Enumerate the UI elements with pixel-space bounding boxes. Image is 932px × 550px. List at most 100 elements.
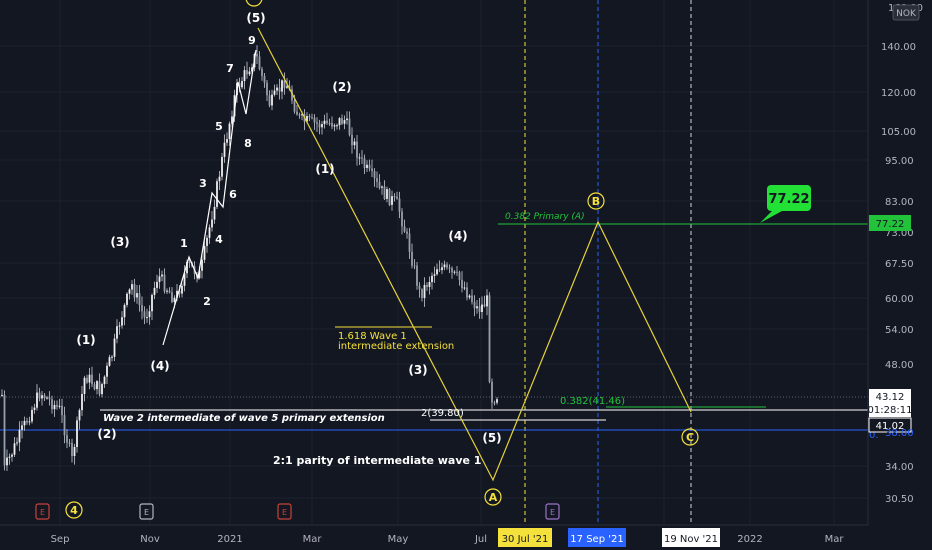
candle-body xyxy=(346,118,348,121)
candle-body xyxy=(378,181,381,188)
wave-label-4-right: (4) xyxy=(448,229,467,243)
candle-body xyxy=(296,111,298,115)
candle-body xyxy=(223,142,226,157)
candle-body xyxy=(128,289,131,294)
date-tag-sep-label: 17 Sep '21 xyxy=(570,534,623,545)
candle-body xyxy=(476,306,478,309)
price-tick-34: 34.00 xyxy=(885,462,914,473)
candle-body xyxy=(333,125,336,127)
candle-body xyxy=(198,270,201,279)
candle-body xyxy=(6,457,8,466)
wave1-extension-line1: 1.618 Wave 1 xyxy=(338,331,407,342)
candle-body xyxy=(363,158,366,169)
candle-body xyxy=(326,120,328,124)
candle-body xyxy=(78,410,81,421)
candle-body xyxy=(336,125,338,127)
candle-body xyxy=(131,284,133,290)
candle-body xyxy=(278,87,281,92)
candle-body xyxy=(188,261,191,263)
marker-price-tag xyxy=(868,417,912,433)
candle-body xyxy=(486,295,488,307)
candle-body xyxy=(428,282,431,287)
price-axis[interactable]: 160.00 NOK 140.00 120.00 105.00 95.00 83… xyxy=(867,0,923,525)
candle-body xyxy=(81,394,83,411)
primary-a-note: 0.382 Primary (A) xyxy=(505,212,585,222)
blue-line-price-label: 38.00 xyxy=(885,428,914,439)
candle-body xyxy=(356,141,358,158)
candle-body xyxy=(88,374,91,383)
candle-body xyxy=(291,89,293,101)
candle-body xyxy=(116,326,118,339)
candle-body xyxy=(453,271,456,273)
candle-body xyxy=(251,67,253,72)
time-tick-jul: Jul xyxy=(474,534,487,545)
candle-body xyxy=(463,287,466,289)
last-price-label: 43.12 xyxy=(876,392,905,403)
candle-body xyxy=(421,289,423,298)
candle-body xyxy=(436,269,438,275)
candle-body xyxy=(343,120,346,124)
candle-body xyxy=(56,404,58,407)
candle-body xyxy=(73,446,76,457)
candle-body xyxy=(86,377,88,383)
candle-body xyxy=(411,251,413,266)
time-axis[interactable]: Sep Nov 2021 Mar May Jul 2022 Mar 30 Jul… xyxy=(0,524,868,547)
wave-label-4-left: (4) xyxy=(150,359,169,373)
candle-body xyxy=(173,297,176,303)
candle-body xyxy=(396,196,398,199)
candle-body xyxy=(153,287,156,295)
marker-price-label: 41.02 xyxy=(876,421,905,432)
candle-body xyxy=(141,305,143,312)
candle-body xyxy=(101,384,103,395)
sub-wave-2: 2 xyxy=(203,295,211,308)
white-wave-line xyxy=(162,49,257,346)
price-tick-120: 120.00 xyxy=(881,88,916,99)
candle-body xyxy=(41,395,43,399)
candle-body xyxy=(246,70,248,75)
candle-body xyxy=(341,118,343,124)
sub-wave-6: 6 xyxy=(229,188,237,201)
candle-body xyxy=(3,394,6,466)
date-tag-jul-label: 30 Jul '21 xyxy=(502,534,549,545)
wave-labels: 4 (5) A B C (1) (2) (3) (4) (5) (1) (2) … xyxy=(65,0,699,519)
candle-body xyxy=(478,306,481,313)
target-box xyxy=(767,185,811,211)
candle-body xyxy=(206,237,208,246)
primary-4-circle xyxy=(65,501,83,519)
time-tick-mar2: Mar xyxy=(825,534,845,545)
time-tick-may: May xyxy=(388,534,409,545)
candle-body xyxy=(263,75,266,83)
candle-body xyxy=(136,293,138,298)
time-tick-sep: Sep xyxy=(51,534,70,545)
candle-body xyxy=(483,304,486,307)
candle-body xyxy=(393,196,396,198)
wave-label-2-left: (2) xyxy=(97,427,116,441)
candle-body xyxy=(51,399,53,410)
event-marker-1 xyxy=(35,503,50,520)
candle-body xyxy=(466,287,468,298)
candle-body xyxy=(448,267,451,269)
wave-label-5-top: (5) xyxy=(246,11,265,25)
currency-label: NOK xyxy=(896,9,917,19)
candle-body xyxy=(108,357,111,366)
primary-A-label: A xyxy=(489,491,498,504)
candle-body xyxy=(171,292,173,303)
candle-body xyxy=(408,233,411,252)
candle-body xyxy=(211,219,213,228)
candle-body xyxy=(281,80,283,92)
countdown-label: 01:28:11 xyxy=(868,405,913,416)
candle-body xyxy=(106,365,108,377)
candle-body xyxy=(151,294,153,312)
candle-body xyxy=(156,281,158,288)
candle-body xyxy=(403,226,406,232)
candle-body xyxy=(496,399,498,403)
target-box-label: 77.22 xyxy=(768,192,809,207)
candle-body xyxy=(226,139,228,143)
candle-body xyxy=(298,114,301,116)
candle-body xyxy=(371,168,373,172)
candle-body xyxy=(138,293,141,306)
candle-body xyxy=(441,267,443,271)
date-tag-nov-label: 19 Nov '21 xyxy=(664,534,718,545)
